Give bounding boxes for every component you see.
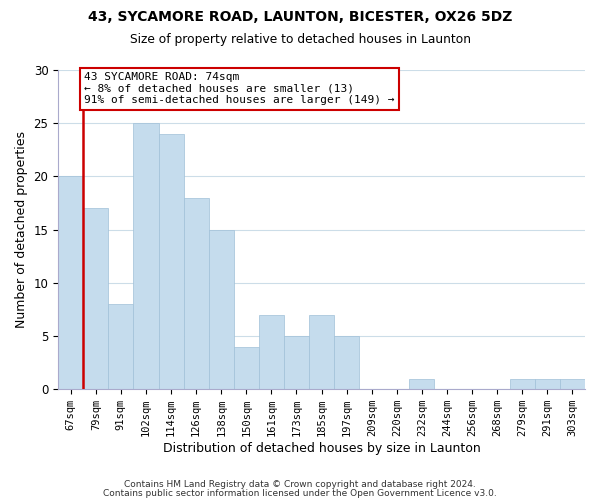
- Text: 43 SYCAMORE ROAD: 74sqm
← 8% of detached houses are smaller (13)
91% of semi-det: 43 SYCAMORE ROAD: 74sqm ← 8% of detached…: [85, 72, 395, 106]
- Bar: [58, 176, 83, 389]
- Bar: [309, 314, 334, 389]
- Bar: [133, 123, 158, 389]
- Bar: [334, 336, 359, 389]
- Bar: [284, 336, 309, 389]
- Bar: [109, 304, 133, 389]
- Text: Contains HM Land Registry data © Crown copyright and database right 2024.: Contains HM Land Registry data © Crown c…: [124, 480, 476, 489]
- Bar: [510, 378, 535, 389]
- X-axis label: Distribution of detached houses by size in Launton: Distribution of detached houses by size …: [163, 442, 481, 455]
- Bar: [259, 314, 284, 389]
- Text: 43, SYCAMORE ROAD, LAUNTON, BICESTER, OX26 5DZ: 43, SYCAMORE ROAD, LAUNTON, BICESTER, OX…: [88, 10, 512, 24]
- Bar: [409, 378, 434, 389]
- Bar: [83, 208, 109, 389]
- Bar: [209, 230, 234, 389]
- Bar: [560, 378, 585, 389]
- Text: Size of property relative to detached houses in Launton: Size of property relative to detached ho…: [130, 32, 470, 46]
- Text: Contains public sector information licensed under the Open Government Licence v3: Contains public sector information licen…: [103, 488, 497, 498]
- Y-axis label: Number of detached properties: Number of detached properties: [15, 131, 28, 328]
- Bar: [234, 346, 259, 389]
- Bar: [158, 134, 184, 389]
- Bar: [535, 378, 560, 389]
- Bar: [184, 198, 209, 389]
